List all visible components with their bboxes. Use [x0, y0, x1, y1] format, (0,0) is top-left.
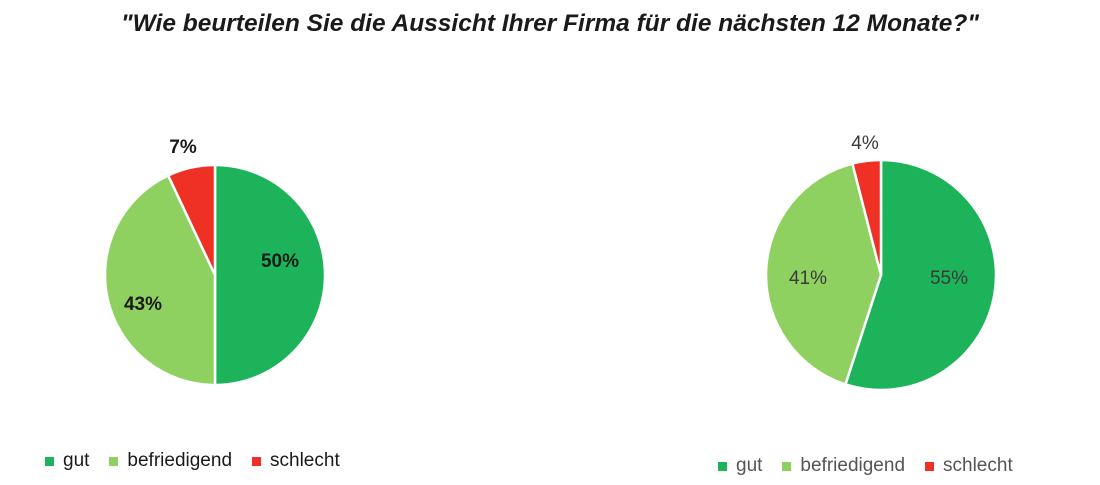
data-label-schlecht: 7%	[169, 137, 197, 158]
pie-chart-left: 50% 43% 7%	[103, 137, 327, 387]
legend-right: gut befriedigend schlecht	[718, 455, 1033, 477]
legend-swatch-schlecht	[925, 461, 935, 471]
legend-label-schlecht: schlecht	[943, 455, 1013, 476]
pie-chart-right: 55% 41% 4%	[764, 133, 998, 392]
legend-item-gut: gut	[45, 450, 89, 472]
legend-label-befriedigend: befriedigend	[800, 455, 906, 476]
pie-slice-gut	[844, 158, 998, 392]
pie-slice-schlecht	[166, 163, 217, 277]
data-label-befriedigend: 41%	[789, 268, 827, 289]
legend-swatch-befriedigend	[782, 461, 792, 471]
legend-item-befriedigend: befriedigend	[109, 450, 232, 472]
data-label-schlecht: 4%	[851, 133, 879, 154]
page-title: "Wie beurteilen Sie die Aussicht Ihrer F…	[120, 10, 980, 37]
legend-item-schlecht: schlecht	[925, 455, 1013, 477]
data-label-gut: 55%	[930, 268, 968, 289]
legend-label-gut: gut	[63, 450, 90, 471]
legend-item-gut: gut	[718, 455, 762, 477]
legend-swatch-gut	[718, 461, 727, 471]
legend-label-gut: gut	[736, 455, 763, 476]
legend-item-schlecht: schlecht	[252, 450, 340, 472]
legend-item-befriedigend: befriedigend	[782, 455, 905, 477]
legend-label-befriedigend: befriedigend	[127, 450, 233, 471]
pie-slice-befriedigend	[103, 174, 217, 387]
legend-swatch-schlecht	[252, 456, 262, 466]
data-label-befriedigend: 43%	[124, 294, 162, 315]
legend-left: gut befriedigend schlecht	[45, 450, 360, 472]
pie-slice-gut	[213, 163, 327, 387]
legend-label-schlecht: schlecht	[270, 450, 340, 471]
legend-swatch-gut	[45, 456, 54, 466]
pie-slice-befriedigend	[764, 162, 883, 386]
legend-swatch-befriedigend	[109, 456, 119, 466]
data-label-gut: 50%	[261, 251, 299, 272]
pie-slice-schlecht	[851, 158, 883, 277]
